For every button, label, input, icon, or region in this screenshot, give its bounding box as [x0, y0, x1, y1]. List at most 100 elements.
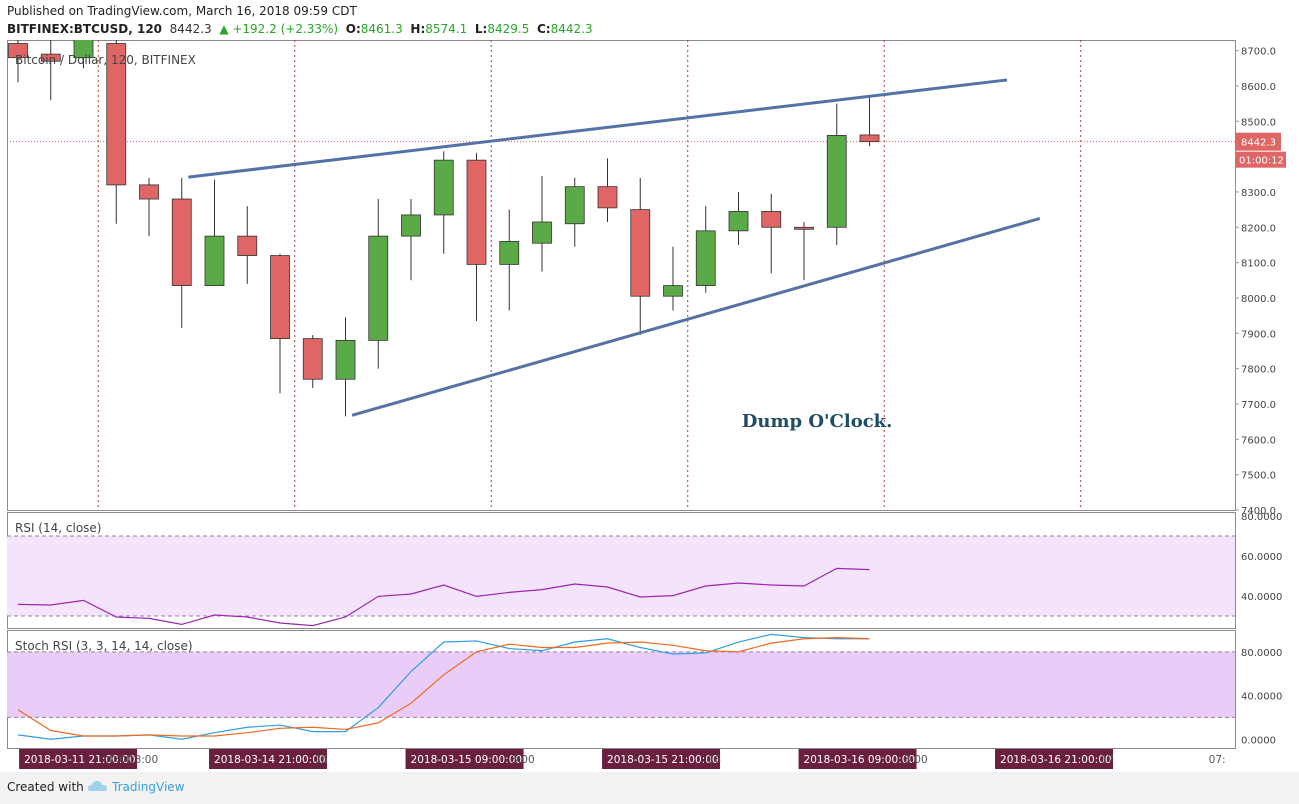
price-ytick-label-13: 7400.0: [1241, 506, 1276, 517]
stoch-title: Stoch RSI (3, 3, 14, 14, close): [15, 639, 193, 653]
xaxis-label-1: )0:00: [105, 754, 133, 766]
symbol-line: BITFINEX:BTCUSD, 120 8442.3 ▲ +192.2 (+2…: [7, 22, 593, 36]
candle-body-3: [106, 43, 127, 186]
rsi-line: [17, 567, 870, 627]
xaxis-label-6: 3:00: [511, 754, 535, 766]
candle-body-5: [171, 198, 192, 287]
stoch-ytick-label-1: 40.0000: [1241, 692, 1282, 703]
xaxis-label-2: 13:00: [128, 754, 158, 766]
price-ytick-label-12: 7500.0: [1241, 471, 1276, 482]
high-label: H:: [410, 22, 426, 36]
rsi-plot-group: [17, 567, 870, 627]
tradingview-cloud-icon: [88, 781, 107, 791]
price-ytick-label-2: 8500.0: [1241, 117, 1276, 128]
rsi-ytick-label-1: 60.0000: [1241, 552, 1282, 563]
rsi-band: [7, 536, 1235, 616]
candle-body-6: [204, 235, 225, 287]
price-pane-frame: [7, 40, 1236, 511]
price-ytick-label-1: 8600.0: [1241, 82, 1276, 93]
xaxis-label-0: 2018-03-11 21:00:00: [24, 754, 136, 766]
xaxis-badge-11: [995, 749, 1114, 769]
candle-body-19: [630, 209, 651, 297]
stoch-line-D: [17, 637, 870, 737]
xaxis-badge-0: [19, 749, 138, 769]
xaxis-badge-9: [798, 749, 917, 769]
candle-body-24: [794, 226, 814, 230]
candle-body-25: [826, 135, 847, 228]
xaxis-label-3: 2018-03-14 21:00:00: [214, 754, 326, 766]
candle-body-15: [499, 241, 520, 265]
trendline-1: [351, 217, 1041, 417]
low-label: L:: [474, 22, 488, 36]
candle-body-20: [663, 285, 683, 297]
price-ytick-label-9: 7800.0: [1241, 365, 1276, 376]
xaxis-label-7: 2018-03-15 21:00:00: [607, 754, 719, 766]
chart-svg[interactable]: 8700.08600.08500.08400.08300.08200.08100…: [0, 0, 1299, 772]
stoch-plot-group: [17, 633, 870, 740]
close-value: 8442.3: [550, 22, 593, 36]
stoch-ytick-label-0: 80.0000: [1241, 648, 1282, 659]
price-change: ▲ +192.2 (+2.33%): [219, 22, 339, 36]
xaxis-label-8: 16: [708, 754, 722, 766]
xaxis-label-10: 3:00: [904, 754, 928, 766]
high-value: 8574.1: [425, 22, 468, 36]
rsi-ytick-label-0: 80.0000: [1241, 512, 1282, 523]
price-ytick-label-7: 8000.0: [1241, 294, 1276, 305]
chart-legend-title: Bitcoin / Dollar, 120, BITFINEX: [15, 53, 196, 67]
last-price: 8442.3: [169, 22, 212, 36]
open-value: 8461.3: [360, 22, 403, 36]
xaxis-badge-5: [405, 749, 524, 769]
candle-body-21: [695, 230, 716, 287]
candle-body-18: [597, 186, 618, 209]
xaxis-label-9: 2018-03-16 09:00:00: [804, 754, 916, 766]
candle-body-16: [532, 221, 552, 244]
candle-body-22: [728, 210, 749, 232]
candle-body-9: [302, 338, 323, 380]
xaxis-label-13: 07:: [1209, 754, 1226, 766]
candle-body-2: [73, 40, 94, 59]
candle-body-11: [368, 235, 389, 341]
candle-body-17: [564, 186, 585, 225]
stoch-ytick-label-2: 0.0000: [1241, 735, 1276, 746]
xaxis-label-5: 2018-03-15 09:00:00: [411, 754, 523, 766]
price-ytick-label-10: 7700.0: [1241, 400, 1276, 411]
candle-body-1: [40, 53, 61, 62]
last-price-badge-text: 8442.3: [1241, 138, 1276, 149]
rsi-ytick-label-2: 40.0000: [1241, 592, 1282, 603]
close-label: C:: [536, 22, 551, 36]
price-ytick-label-11: 7600.0: [1241, 435, 1276, 446]
candle-body-14: [466, 159, 487, 265]
candle-body-13: [433, 159, 454, 216]
xaxis-badge-3: [209, 749, 328, 769]
footer-bar: [0, 772, 1299, 804]
trendline-0: [188, 78, 1008, 179]
countdown-badge: [1236, 151, 1286, 168]
price-ytick-label-6: 8100.0: [1241, 259, 1276, 270]
rsi-title: RSI (14, close): [15, 521, 101, 535]
countdown-badge-text: 01:00:12: [1239, 156, 1284, 167]
price-ytick-label-0: 8700.0: [1241, 47, 1276, 58]
candle-body-0: [8, 43, 28, 59]
xaxis-badge-7: [602, 749, 721, 769]
candle-body-7: [237, 235, 258, 256]
price-ytick-label-4: 8300.0: [1241, 188, 1276, 199]
tradingview-brand: TradingView: [112, 780, 185, 794]
stoch-line-K: [17, 633, 870, 740]
stoch-band: [7, 651, 1235, 718]
xaxis-label-4: 15: [315, 754, 328, 766]
price-ytick-label-5: 8200.0: [1241, 223, 1276, 234]
candle-body-8: [270, 255, 290, 340]
candle-body-12: [401, 214, 421, 237]
price-plot-group: [7, 40, 1235, 417]
xaxis-label-11: 2018-03-16 21:00:00: [1000, 754, 1112, 766]
candle-body-23: [761, 210, 782, 228]
created-with-text: Created with: [7, 780, 84, 794]
price-ytick-label-8: 7900.0: [1241, 329, 1276, 340]
candle-body-26: [859, 134, 880, 143]
symbol-name[interactable]: BITFINEX:BTCUSD, 120: [7, 22, 163, 36]
low-value: 8429.5: [487, 22, 530, 36]
xaxis-label-12: 17: [1101, 754, 1114, 766]
candle-body-10: [335, 339, 356, 380]
tradingview-logo[interactable]: TradingView: [88, 779, 185, 794]
open-label: O:: [345, 22, 361, 36]
